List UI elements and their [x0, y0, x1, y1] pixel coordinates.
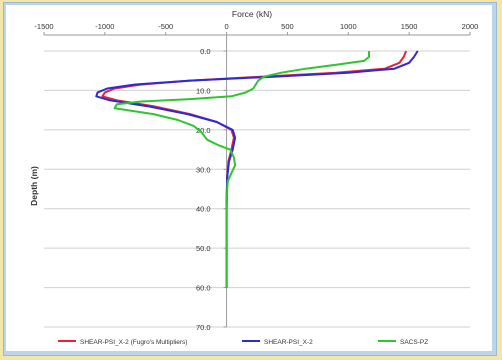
- series-line-3: [113, 51, 370, 288]
- y-tick-label-30.0: 30.0: [196, 165, 211, 174]
- y-axis-label: Depth (m): [29, 166, 39, 206]
- force-depth-chart: -1500 -1000 -500 0 500 1000 1500 2000 0.0 10.0 20…: [29, 9, 478, 346]
- y-tick-label-0.0: 0.0: [200, 47, 210, 56]
- chart-frame: -1500 -1000 -500 0 500 1000 1500 2000 0.0 10.0 20…: [3, 2, 497, 356]
- legend-label-1: SHEAR-PSI_X-2 (Fugro's Multipliers): [80, 339, 187, 346]
- gridlines: [44, 50, 470, 328]
- x-tick-label--1500: -1500: [34, 22, 53, 31]
- y-tick-label-40.0: 40.0: [196, 205, 211, 214]
- x-tick-label-1000: 1000: [340, 22, 357, 31]
- legend: SHEAR-PSI_X-2 (Fugro's Multipliers) SHEAR…: [58, 339, 428, 346]
- x-tick-label-500: 500: [281, 22, 294, 31]
- x-tick-label-1500: 1500: [401, 22, 418, 31]
- x-axis-label: Force (kN): [232, 9, 272, 19]
- legend-label-3: SACS-PZ: [400, 339, 428, 346]
- y-tick-label-70.0: 70.0: [196, 323, 211, 332]
- x-tick-label-0: 0: [224, 22, 228, 31]
- x-tick-label--1000: -1000: [95, 22, 114, 31]
- y-tick-label-20.0: 20.0: [196, 126, 211, 135]
- x-tick-label-2000: 2000: [462, 22, 479, 31]
- plot-card: -1500 -1000 -500 0 500 1000 1500 2000 0.0 10.0 20…: [6, 5, 492, 351]
- y-tick-label-60.0: 60.0: [196, 284, 211, 293]
- y-tick-labels: 0.0 10.0 20.0 30.0 40.0 50.0 60.0 70.0: [196, 47, 211, 332]
- y-tick-label-50.0: 50.0: [196, 244, 211, 253]
- legend-label-2: SHEAR-PSI_X-2: [264, 339, 313, 346]
- series-lines: [95, 50, 419, 288]
- y-tick-label-10.0: 10.0: [196, 86, 211, 95]
- x-tick-label--500: -500: [158, 22, 173, 31]
- x-tick-labels: -1500 -1000 -500 0 500 1000 1500 2000: [34, 22, 478, 31]
